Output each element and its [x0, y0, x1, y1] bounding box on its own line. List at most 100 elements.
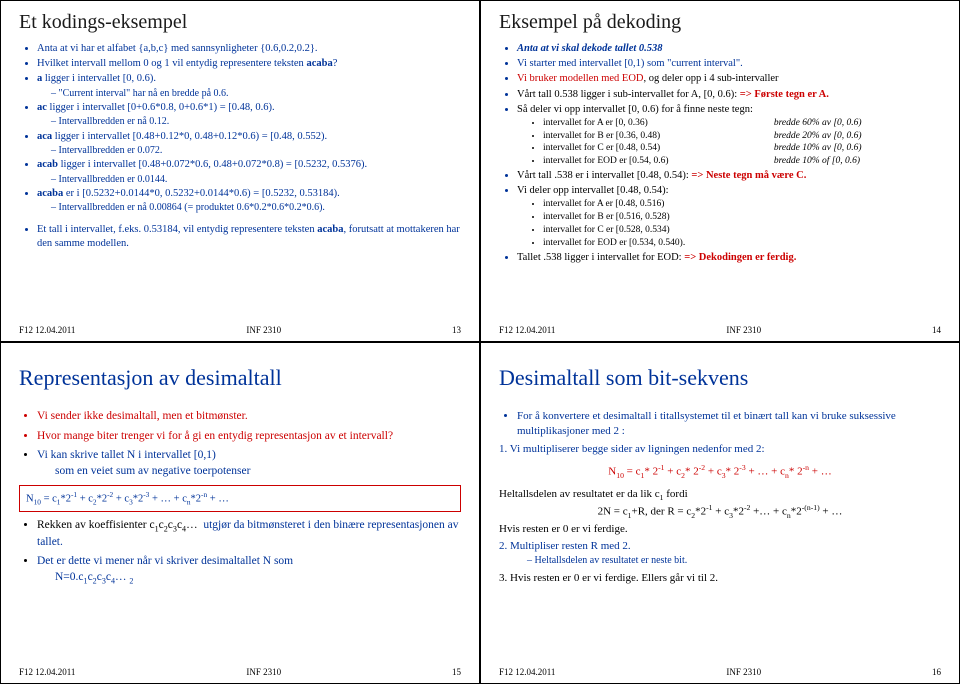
- bullet: aca ligger i intervallet [0.48+0.12*0, 0…: [37, 130, 461, 158]
- bullet: acaba er i [0.5232+0.0144*0, 0.5232+0.01…: [37, 187, 461, 215]
- text-bold: acaba: [37, 188, 63, 199]
- text: ligger i intervallet [0.48+0.12*0, 0.48+…: [52, 131, 327, 142]
- bullet-list: Et tall i intervallet, f.eks. 0.53184, v…: [19, 223, 461, 251]
- formula: 2N = c1+R, der R = c2*2-1 + c3*2-2 +… + …: [499, 503, 941, 521]
- bullet: Anta at vi skal dekode tallet 0.538: [517, 42, 941, 56]
- text-red-bold: => Første tegn er A.: [740, 89, 829, 100]
- numbered-item: 2. Multipliser resten R med 2. Heltallsd…: [499, 539, 941, 567]
- slide-title: Eksempel på dekoding: [499, 11, 941, 34]
- text: 1. Vi multipliserer begge sider av ligni…: [499, 443, 765, 455]
- bullet: Vi bruker modellen med EOD, og deler opp…: [517, 72, 941, 86]
- bullet: Vi starter med intervallet [0,1) som "cu…: [517, 57, 941, 71]
- sub-bullet: intervallet for EOD er [0.534, 0.540).: [543, 237, 941, 250]
- footer-page: 13: [452, 325, 461, 335]
- text: ligger i intervallet [0.48+0.072*0.6, 0.…: [58, 159, 367, 170]
- text: ligger i intervallet [0+0.6*0.8, 0+0.6*1…: [47, 102, 275, 113]
- sub-bullet: Intervallbredden er nå 0.00864 (= produk…: [51, 201, 461, 215]
- text: fordi: [664, 488, 688, 500]
- text: Vi kan skrive tallet N i intervallet [0,…: [37, 449, 216, 461]
- numbered-item: 3. Hvis resten er 0 er vi ferdige. Eller…: [499, 571, 941, 586]
- footer-page: 14: [932, 325, 941, 335]
- bullet: Rekken av koeffisienter c1c2c3c4… utgjør…: [37, 518, 461, 551]
- bullet-list: Vi sender ikke desimaltall, men et bitmø…: [19, 409, 461, 479]
- footer-course: INF 2310: [726, 325, 761, 335]
- slide-footer: F12 12.04.2011 INF 2310 16: [499, 667, 941, 677]
- text: Intervallbredden er nå 0.00864 (= produk…: [59, 202, 325, 213]
- interval-text: intervallet for B er [0.36, 0.48): [543, 130, 774, 143]
- bullet: Anta at vi har et alfabet {a,b,c} med sa…: [37, 42, 461, 56]
- footer-course: INF 2310: [246, 667, 281, 677]
- formula-box: N10 = c1*2-1 + c2*2-2 + c3*2-3 + … + cn*…: [19, 485, 461, 512]
- text: ligger i intervallet [0, 0.6).: [42, 73, 156, 84]
- text: Vårt tall 0.538 ligger i sub-intervallet…: [517, 89, 740, 100]
- slide-14: Eksempel på dekoding Anta at vi skal dek…: [480, 0, 960, 342]
- bullet: Hvilket intervall mellom 0 og 1 vil enty…: [37, 57, 461, 71]
- bullet: Hvor mange biter trenger vi for å gi en …: [37, 429, 461, 445]
- sub-bullet: intervallet for EOD er [0.54, 0.6)bredde…: [543, 155, 941, 168]
- footer-course: INF 2310: [246, 325, 281, 335]
- sub-bullet: intervallet for A er [0.48, 0.516): [543, 198, 941, 211]
- slides-grid: Et kodings-eksempel Anta at vi har et al…: [0, 0, 960, 684]
- sub-bullet: Intervallbredden er 0.0144.: [51, 173, 461, 187]
- text-bold: acaba: [306, 58, 332, 69]
- text: Vi starter med intervallet [0,1) som "cu…: [517, 58, 743, 69]
- bullet: a ligger i intervallet [0, 0.6). "Curren…: [37, 72, 461, 100]
- text-red-bold: => Dekodingen er ferdig.: [684, 252, 796, 263]
- text: Det er dette vi mener når vi skriver des…: [37, 555, 293, 567]
- text: "Current interval" har nå en bredde på 0…: [59, 88, 229, 99]
- footer-date: F12 12.04.2011: [499, 667, 555, 677]
- sub-bullet: intervallet for B er [0.36, 0.48)bredde …: [543, 130, 941, 143]
- formula: N10 = c1* 2-1 + c2* 2-2 + c3* 2-3 + … + …: [499, 463, 941, 481]
- text-bold: acaba: [317, 224, 343, 235]
- text: Vårt tall .538 er i intervallet [0.48, 0…: [517, 170, 691, 181]
- interval-text: intervallet for A er [0, 0.36): [543, 117, 774, 130]
- bullet: Vi sender ikke desimaltall, men et bitmø…: [37, 409, 461, 425]
- text-bold: ac: [37, 102, 47, 113]
- text: Et tall i intervallet, f.eks. 0.53184, v…: [37, 224, 317, 235]
- slide-title: Desimaltall som bit-sekvens: [499, 365, 941, 391]
- sub-bullet: Intervallbredden er 0.072.: [51, 144, 461, 158]
- text: Hvilket intervall mellom 0 og 1 vil enty…: [37, 58, 306, 69]
- footer-page: 15: [452, 667, 461, 677]
- width-text: bredde 20% av [0, 0.6): [774, 130, 941, 143]
- bullet-list: Rekken av koeffisienter c1c2c3c4… utgjør…: [19, 518, 461, 587]
- bullet: Så deler vi opp intervallet [0, 0.6) for…: [517, 103, 941, 168]
- text: utgjør da bitmønsteret i den binære repr…: [37, 519, 459, 548]
- slide-title: Et kodings-eksempel: [19, 11, 461, 34]
- text: Tallet .538 ligger i intervallet for EOD…: [517, 252, 684, 263]
- text: som en veiet sum av negative toerpotense…: [37, 465, 250, 477]
- slide-footer: F12 12.04.2011 INF 2310 15: [19, 667, 461, 677]
- bullet: Vårt tall .538 er i intervallet [0.48, 0…: [517, 169, 941, 183]
- slide-16: Desimaltall som bit-sekvens For å konver…: [480, 342, 960, 684]
- bullet: Vi kan skrive tallet N i intervallet [0,…: [37, 448, 461, 479]
- bullet-list: Anta at vi skal dekode tallet 0.538 Vi s…: [499, 42, 941, 265]
- bullet-list: For å konvertere et desimaltall i titall…: [499, 409, 941, 586]
- slide-footer: F12 12.04.2011 INF 2310 13: [19, 325, 461, 335]
- bullet: Vi deler opp intervallet [0.48, 0.54): i…: [517, 184, 941, 249]
- slide-footer: F12 12.04.2011 INF 2310 14: [499, 325, 941, 335]
- bullet: Et tall i intervallet, f.eks. 0.53184, v…: [37, 223, 461, 251]
- text-red: Vi bruker modellen med EOD: [517, 73, 644, 84]
- text: Anta at vi har et alfabet {a,b,c} med sa…: [37, 43, 318, 54]
- text: Intervallbredden er nå 0.12.: [59, 116, 170, 127]
- sub-bullet: intervallet for C er [0.48, 0.54)bredde …: [543, 142, 941, 155]
- text-bold: acab: [37, 159, 58, 170]
- text: Intervallbredden er 0.072.: [59, 145, 163, 156]
- text-bold: aca: [37, 131, 52, 142]
- text: Så deler vi opp intervallet [0, 0.6) for…: [517, 104, 753, 115]
- text: Heltallsdelen av resultatet er da lik c1…: [499, 488, 688, 500]
- bullet: For å konvertere et desimaltall i titall…: [517, 409, 941, 439]
- text: er i [0.5232+0.0144*0, 0.5232+0.0144*0.6…: [63, 188, 339, 199]
- bullet: acab ligger i intervallet [0.48+0.072*0.…: [37, 158, 461, 186]
- interval-text: intervallet for EOD er [0.54, 0.6): [543, 155, 774, 168]
- bullet: Vårt tall 0.538 ligger i sub-intervallet…: [517, 88, 941, 102]
- text: , og deler opp i 4 sub-intervaller: [644, 73, 779, 84]
- slide-15: Representasjon av desimaltall Vi sender …: [0, 342, 480, 684]
- text: Intervallbredden er 0.0144.: [59, 174, 168, 185]
- sub-bullet: intervallet for A er [0, 0.36)bredde 60%…: [543, 117, 941, 130]
- text: 2. Multipliser resten R med 2.: [499, 540, 631, 552]
- text-red-bold: => Neste tegn må være C.: [691, 170, 806, 181]
- interval-text: intervallet for C er [0.48, 0.54): [543, 142, 774, 155]
- width-text: bredde 10% av [0, 0.6): [774, 142, 941, 155]
- text: Hvis resten er 0 er vi ferdige.: [499, 523, 628, 535]
